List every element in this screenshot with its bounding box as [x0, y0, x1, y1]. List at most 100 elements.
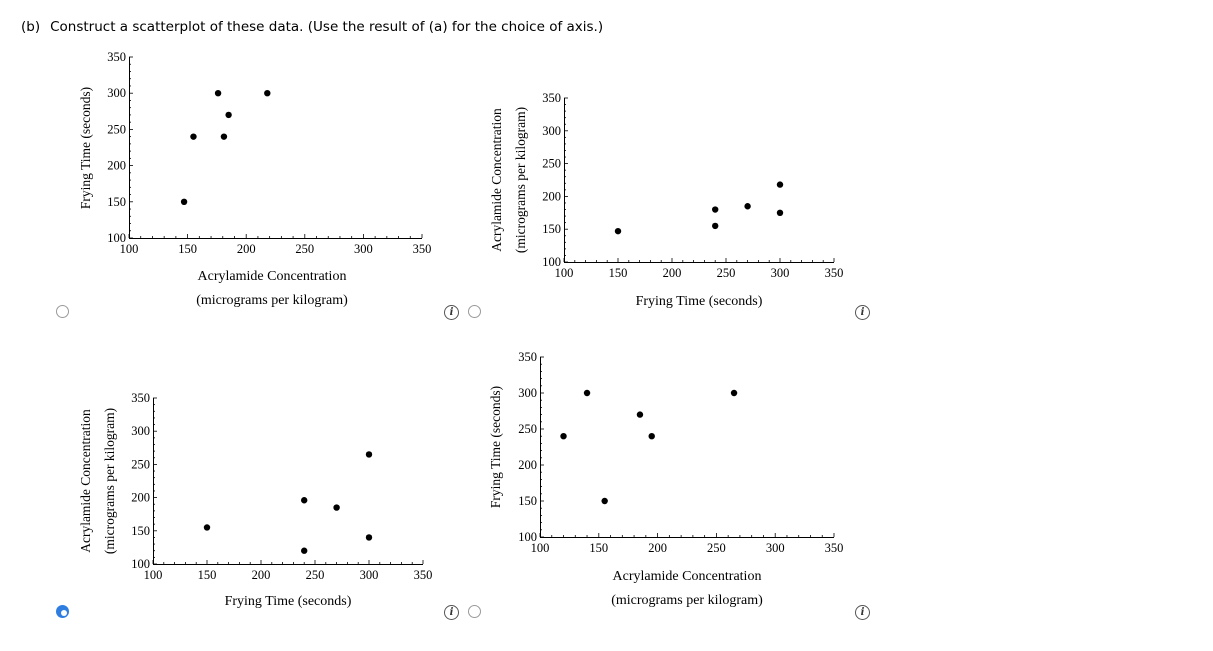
y-tick-label: 150	[107, 195, 126, 209]
x-tick-label: 100	[120, 242, 139, 256]
x-tick-label: 200	[663, 266, 682, 280]
data-point	[636, 411, 644, 418]
x-tick-label: 300	[354, 242, 373, 256]
data-point	[220, 133, 228, 140]
y-tick-label: 350	[107, 50, 126, 64]
x-tick-label: 300	[771, 266, 790, 280]
option-c-info-icon[interactable]: i	[444, 605, 459, 620]
data-point	[583, 389, 591, 397]
option-d-info-icon[interactable]: i	[855, 605, 870, 620]
y-axis-title: Frying Time (seconds)	[78, 87, 93, 209]
y-tick-label: 150	[131, 524, 150, 538]
data-point	[225, 111, 232, 119]
option-d-radio[interactable]	[468, 605, 481, 618]
y-tick-label: 300	[131, 424, 150, 438]
x-tick-label: 250	[717, 266, 736, 280]
y-tick-label: 300	[542, 124, 561, 138]
data-point	[301, 497, 308, 504]
y-axis-title: Acrylamide Concentration	[489, 108, 504, 252]
y-tick-label: 150	[518, 494, 537, 508]
data-point	[712, 222, 719, 230]
x-tick-label: 250	[306, 568, 325, 582]
y-tick-label: 250	[107, 122, 126, 136]
x-axis-title: Acrylamide Concentration	[613, 569, 762, 584]
x-axis-title: Frying Time (seconds)	[636, 294, 763, 309]
y-axis-title: (micrograms per kilogram)	[513, 107, 528, 253]
x-tick-label: 350	[825, 541, 844, 555]
x-tick-label: 150	[178, 242, 197, 256]
data-point	[333, 504, 340, 511]
x-tick-label: 100	[531, 541, 550, 555]
option-a-radio[interactable]	[56, 305, 69, 318]
x-tick-label: 200	[648, 541, 667, 555]
data-point	[365, 534, 373, 541]
data-point	[712, 206, 719, 213]
x-tick-label: 300	[766, 541, 785, 555]
y-tick-label: 350	[542, 91, 561, 105]
data-point	[264, 90, 271, 97]
data-point	[190, 133, 197, 140]
y-axis-title: Frying Time (seconds)	[488, 386, 503, 508]
y-axis-title: Acrylamide Concentration	[78, 409, 93, 553]
question-text: (b) Construct a scatterplot of these data…	[21, 19, 603, 35]
data-point	[744, 203, 751, 210]
data-point	[301, 547, 308, 554]
x-tick-label: 250	[295, 242, 314, 256]
x-tick-label: 150	[609, 266, 628, 280]
y-tick-label: 300	[107, 86, 126, 100]
scatterplot-1: 100 150 200 250 300 350 100 150 200 250 300 350 Fryi…	[489, 91, 843, 309]
y-tick-label: 250	[518, 422, 537, 436]
scatterplot-3: 100 150 200 250 300 350 100 150 200 250 300 350 Acry…	[488, 350, 843, 608]
x-tick-label: 150	[198, 568, 217, 582]
y-tick-label: 250	[131, 457, 150, 471]
x-tick-label: 100	[555, 266, 574, 280]
data-point	[776, 181, 784, 188]
y-tick-label: 200	[518, 458, 537, 472]
option-b-info-icon[interactable]: i	[855, 305, 870, 320]
x-tick-label: 350	[413, 242, 432, 256]
option-c-radio[interactable]	[56, 605, 69, 618]
y-tick-label: 200	[542, 189, 561, 203]
data-point	[614, 227, 622, 235]
data-point	[560, 433, 567, 440]
option-b-radio[interactable]	[468, 305, 481, 318]
data-point	[648, 433, 655, 440]
y-tick-label: 200	[131, 491, 150, 505]
data-point	[180, 198, 188, 205]
y-axis-title: (micrograms per kilogram)	[102, 408, 117, 554]
x-tick-label: 250	[707, 541, 726, 555]
y-tick-label: 100	[542, 255, 561, 269]
scatterplot-0: 100 150 200 250 300 350 100 150 200 250 300 350 Acry…	[78, 50, 431, 308]
x-axis-title: Acrylamide Concentration	[198, 269, 347, 284]
x-tick-label: 150	[589, 541, 608, 555]
y-tick-label: 100	[518, 530, 537, 544]
y-tick-label: 100	[107, 231, 126, 245]
x-tick-label: 200	[252, 568, 271, 582]
x-axis-title: Frying Time (seconds)	[225, 594, 352, 609]
x-tick-label: 200	[237, 242, 256, 256]
x-tick-label: 300	[360, 568, 379, 582]
y-tick-label: 350	[131, 391, 150, 405]
data-point	[365, 451, 373, 458]
x-tick-label: 350	[825, 266, 844, 280]
y-tick-label: 150	[542, 222, 561, 236]
question-prompt: Construct a scatterplot of these data. (…	[50, 19, 604, 35]
scatterplot-2: 100 150 200 250 300 350 100 150 200 250 300 350 Fryi…	[78, 391, 432, 609]
y-tick-label: 300	[518, 386, 537, 400]
data-point	[601, 497, 608, 505]
x-axis-title: (micrograms per kilogram)	[196, 293, 348, 308]
y-tick-label: 200	[107, 159, 126, 173]
x-axis-title: (micrograms per kilogram)	[611, 593, 763, 608]
y-tick-label: 350	[518, 350, 537, 364]
option-a-info-icon[interactable]: i	[444, 305, 459, 320]
data-point	[203, 524, 211, 531]
data-point	[730, 389, 738, 397]
x-tick-label: 100	[144, 568, 163, 582]
data-point	[214, 90, 222, 97]
data-point	[776, 209, 784, 216]
question-part-label: (b)	[21, 19, 41, 35]
y-tick-label: 250	[542, 157, 561, 171]
x-tick-label: 350	[414, 568, 433, 582]
y-tick-label: 100	[131, 557, 150, 571]
